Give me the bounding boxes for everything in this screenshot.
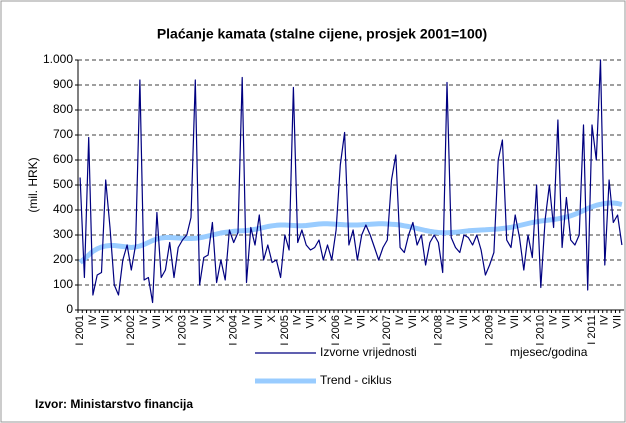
x-tick-label: X [522,314,534,322]
legend-label: Trend - ciklus [320,373,392,387]
x-tick-label: IV [394,314,406,325]
x-tick-label: I 2010 [535,315,547,346]
x-tick-label: I 2009 [484,315,496,346]
x-tick-label: IV [189,314,201,325]
x-tick-label: I 2002 [125,315,137,346]
y-tick-label: 0 [66,302,73,316]
y-tick-label: 1.000 [43,52,73,66]
x-tick-label: I 2004 [228,315,240,346]
y-tick-label: 700 [53,127,73,141]
x-tick-label: IV [292,314,304,325]
x-tick-label: I 2008 [432,315,444,346]
y-tick-label: 300 [53,227,73,241]
x-tick-label: VII [202,315,214,328]
x-tick-label: VII [151,315,163,328]
x-tick-label: IV [599,314,611,325]
y-tick-label: 200 [53,252,73,266]
x-tick-label: VII [509,315,521,328]
y-tick-label: 400 [53,202,73,216]
x-axis-label: mjesec/godina [510,345,588,359]
y-tick-label: 600 [53,152,73,166]
x-tick-label: IV [240,314,252,325]
x-tick-label: IV [445,314,457,325]
series-line [78,200,623,265]
x-tick-label: VII [612,315,624,328]
chart-title: Plaćanje kamata (stalne cijene, prosjek … [157,26,487,42]
series-line [79,59,623,304]
x-tick-label: X [420,314,432,322]
x-tick-label: IV [343,314,355,325]
x-tick-label: I 2005 [279,315,291,346]
x-tick-label: I 2006 [330,315,342,346]
source-note: Izvor: Ministarstvo financija [35,397,193,411]
x-tick-label: X [164,314,176,322]
x-tick-label: X [215,314,227,322]
x-tick-label: IV [87,314,99,325]
x-tick-label: IV [548,314,560,325]
x-tick-label: X [368,314,380,322]
x-tick-label: X [471,314,483,322]
x-tick-label: X [573,314,585,322]
x-tick-label: VII [253,315,265,328]
y-axis-label: (mil. HRK) [26,157,40,212]
x-tick-label: X [112,314,124,322]
x-tick-label: IV [138,314,150,325]
y-tick-label: 900 [53,77,73,91]
x-tick-label: VII [304,315,316,328]
x-tick-label: VII [100,315,112,328]
x-tick-label: VII [458,315,470,328]
x-tick-label: VII [560,315,572,328]
legend-label: Izvorne vrijednosti [320,345,417,359]
x-tick-label: I 2003 [176,315,188,346]
x-tick-label: X [317,314,329,322]
x-tick-label: VII [356,315,368,328]
y-tick-label: 500 [53,177,73,191]
x-tick-label: I 2001 [74,315,86,346]
x-tick-label: I 2007 [381,315,393,346]
x-tick-label: VII [407,315,419,328]
x-tick-label: X [266,314,278,322]
x-tick-label: I 2011 [586,315,598,345]
x-tick-label: IV [496,314,508,325]
y-tick-label: 800 [53,102,73,116]
y-tick-label: 100 [53,277,73,291]
